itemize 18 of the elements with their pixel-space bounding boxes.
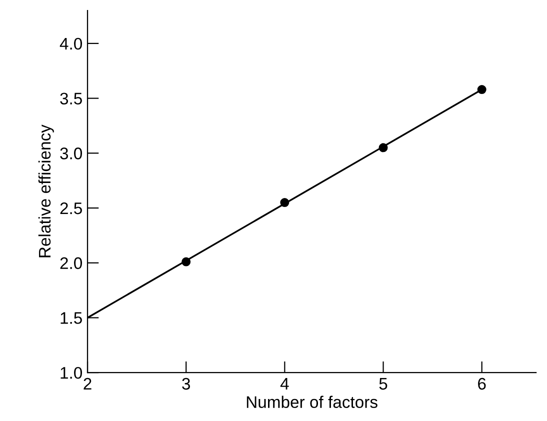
point [280,198,290,208]
x-tick-label: 4 [280,378,289,390]
y-tick-label: 1.0 [60,366,82,379]
y-tick-label: 2.0 [60,257,82,270]
point [182,257,191,266]
y-tick-label: 3.0 [60,148,82,160]
x-tick-label: 6 [478,378,486,390]
y-tick-label: 1.5 [60,312,82,324]
y-tick-label: 3.5 [60,92,82,104]
y-axis-title: Relative efficiency [38,124,54,258]
point [477,85,486,94]
y-tick-label: 4.0 [60,38,82,50]
point [378,143,388,152]
x-tick-label: 2 [84,378,92,390]
x-axis-title: Number of factors [246,396,378,408]
y-tick-label: 2.5 [60,202,82,214]
x-tick-label: 5 [379,378,388,390]
x-tick-label: 3 [182,378,190,390]
